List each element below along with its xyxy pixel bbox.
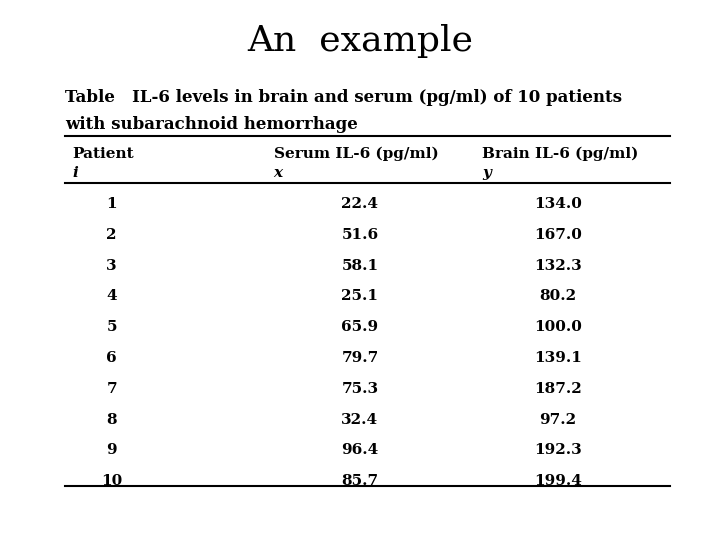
Text: Serum IL-6 (pg/ml): Serum IL-6 (pg/ml)	[274, 147, 438, 161]
Text: Brain IL-6 (pg/ml): Brain IL-6 (pg/ml)	[482, 147, 639, 161]
Text: 10: 10	[101, 474, 122, 488]
Text: 167.0: 167.0	[534, 228, 582, 242]
Text: 32.4: 32.4	[341, 413, 379, 427]
Text: 8: 8	[107, 413, 117, 427]
Text: 187.2: 187.2	[534, 382, 582, 396]
Text: with subarachnoid hemorrhage: with subarachnoid hemorrhage	[65, 116, 358, 133]
Text: 6: 6	[107, 351, 117, 365]
Text: 22.4: 22.4	[341, 197, 379, 211]
Text: Table   IL-6 levels in brain and serum (pg/ml) of 10 patients: Table IL-6 levels in brain and serum (pg…	[65, 89, 622, 106]
Text: 79.7: 79.7	[341, 351, 379, 365]
Text: 139.1: 139.1	[534, 351, 582, 365]
Text: 9: 9	[107, 443, 117, 457]
Text: 2: 2	[107, 228, 117, 242]
Text: An  example: An example	[247, 24, 473, 58]
Text: 3: 3	[107, 259, 117, 273]
Text: 199.4: 199.4	[534, 474, 582, 488]
Text: 5: 5	[107, 320, 117, 334]
Text: Patient: Patient	[72, 147, 134, 161]
Text: 51.6: 51.6	[341, 228, 379, 242]
Text: 97.2: 97.2	[539, 413, 577, 427]
Text: 65.9: 65.9	[341, 320, 379, 334]
Text: 75.3: 75.3	[341, 382, 379, 396]
Text: 132.3: 132.3	[534, 259, 582, 273]
Text: x: x	[274, 166, 283, 180]
Text: 96.4: 96.4	[341, 443, 379, 457]
Text: 85.7: 85.7	[341, 474, 379, 488]
Text: 192.3: 192.3	[534, 443, 582, 457]
Text: 7: 7	[107, 382, 117, 396]
Text: 25.1: 25.1	[341, 289, 379, 303]
Text: 100.0: 100.0	[534, 320, 582, 334]
Text: i: i	[72, 166, 78, 180]
Text: 1: 1	[107, 197, 117, 211]
Text: 4: 4	[107, 289, 117, 303]
Text: y: y	[482, 166, 491, 180]
Text: 58.1: 58.1	[341, 259, 379, 273]
Text: 80.2: 80.2	[539, 289, 577, 303]
Text: 134.0: 134.0	[534, 197, 582, 211]
